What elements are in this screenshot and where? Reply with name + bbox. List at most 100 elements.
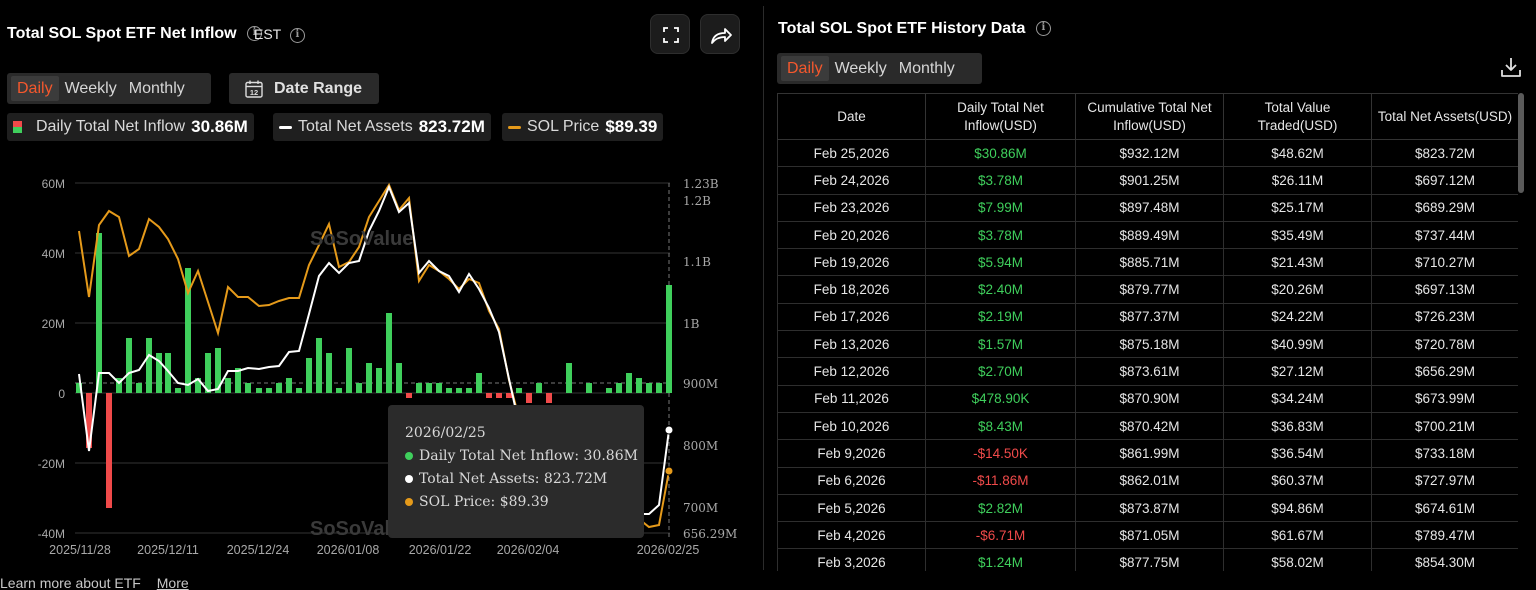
inflow-bar [446, 388, 452, 393]
inflow-bar [566, 363, 572, 393]
table-row[interactable]: Feb 5,2026 $2.82M $873.87M $94.86M $674.61M [777, 493, 1518, 523]
table-cell: Feb 5,2026 [777, 493, 926, 523]
table-row[interactable]: Feb 11,2026 $478.90K $870.90M $34.24M $673.9… [777, 384, 1518, 413]
table-cell: $673.99M [1371, 384, 1518, 413]
legend-daily-inflow[interactable]: Daily Total Net Inflow 30.86M [7, 113, 254, 141]
history-title: Total SOL Spot ETF History Data i [778, 20, 1051, 38]
table-row[interactable]: Feb 6,2026 -$11.86M $862.01M $60.37M $727.97… [777, 466, 1518, 495]
history-table-container[interactable]: Date Daily Total Net Inflow(USD) Cumulativ… [777, 93, 1518, 571]
inflow-bar [416, 383, 422, 393]
table-row[interactable]: Feb 18,2026 $2.40M $879.77M $20.26M $697.13M [777, 275, 1518, 304]
history-tab-daily[interactable]: Daily [781, 56, 829, 81]
table-scrollbar[interactable] [1518, 93, 1524, 193]
table-row[interactable]: Feb 12,2026 $2.70M $873.61M $27.12M $656.29M [777, 357, 1518, 386]
learn-more-text: Learn more about ETF [0, 575, 141, 590]
table-cell: $733.18M [1371, 439, 1518, 468]
table-cell: $1.24M [925, 548, 1076, 571]
svg-text:12: 12 [250, 88, 258, 97]
inflow-bar [476, 373, 482, 393]
table-row[interactable]: Feb 23,2026 $7.99M $897.48M $25.17M $689.29M [777, 193, 1518, 222]
table-cell: $58.02M [1223, 548, 1372, 571]
assets-marker [664, 425, 674, 435]
table-row[interactable]: Feb 19,2026 $5.94M $885.71M $21.43M $710.27M [777, 248, 1518, 277]
left-axis-tick: 40M [42, 247, 65, 261]
chart-title: Total SOL Spot ETF Net Inflow i [7, 25, 263, 43]
legend-sol-price[interactable]: SOL Price $89.39 [502, 113, 664, 141]
share-button[interactable] [700, 14, 740, 54]
inflow-bar [356, 383, 362, 393]
right-axis-tick: 656.29M [683, 527, 737, 541]
column-header: Daily Total Net Inflow(USD) [925, 93, 1076, 140]
share-icon [711, 28, 732, 44]
calendar-icon: 12 [245, 80, 263, 98]
table-cell: $2.19M [925, 302, 1076, 332]
left-axis-tick: 0 [58, 387, 65, 401]
table-cell: $2.70M [925, 357, 1076, 386]
net-inflow-chart[interactable]: 60M 40M 20M 0 -20M -40M 1.23B 1.2B 1.1B 1B 900M 800… [0, 150, 760, 570]
table-cell: $871.05M [1075, 521, 1224, 550]
left-axis-tick: -40M [38, 527, 65, 541]
timezone-info-icon[interactable]: i [289, 27, 305, 43]
tooltip-row-assets: Total Net Assets: 823.72M [405, 471, 644, 487]
table-row[interactable]: Feb 17,2026 $2.19M $877.37M $24.22M $726.23M [777, 302, 1518, 332]
table-row[interactable]: Feb 20,2026 $3.78M $889.49M $35.49M $737.44M [777, 220, 1518, 250]
table-row[interactable]: Feb 4,2026 -$6.71M $871.05M $61.67M $789.47M [777, 521, 1518, 550]
chart-tab-monthly[interactable]: Monthly [128, 80, 185, 97]
table-cell: $3.78M [925, 220, 1076, 250]
table-cell: $60.37M [1223, 466, 1372, 495]
table-cell: $21.43M [1223, 248, 1372, 277]
inflow-bar [116, 378, 122, 393]
inflow-bar [296, 388, 302, 393]
table-row[interactable]: Feb 24,2026 $3.78M $901.25M $26.11M $697.12M [777, 166, 1518, 195]
table-row[interactable]: Feb 13,2026 $1.57M $875.18M $40.99M $720.78M [777, 330, 1518, 359]
fullscreen-button[interactable] [650, 14, 690, 54]
chart-tab-daily[interactable]: Daily [11, 76, 59, 101]
inflow-bar [366, 363, 372, 393]
table-cell: $727.97M [1371, 466, 1518, 495]
timezone-label[interactable]: EST i [254, 26, 305, 43]
chart-tooltip: 2026/02/25 Daily Total Net Inflow: 30.86… [388, 405, 644, 538]
date-range-button[interactable]: 12 Date Range [229, 73, 379, 104]
chart-tab-weekly[interactable]: Weekly [64, 80, 117, 97]
table-cell: $870.42M [1075, 411, 1224, 441]
table-cell: $875.18M [1075, 330, 1224, 359]
history-tab-monthly[interactable]: Monthly [898, 60, 955, 77]
table-cell: $885.71M [1075, 248, 1224, 277]
right-axis-tick: 800M [683, 439, 718, 453]
tooltip-inflow-text: Daily Total Net Inflow: 30.86M [419, 448, 638, 464]
table-cell: $877.75M [1075, 548, 1224, 571]
inflow-bar [245, 383, 251, 393]
more-link[interactable]: More [156, 575, 189, 590]
legend-inflow-swatch [13, 121, 22, 133]
table-row[interactable]: Feb 3,2026 $1.24M $877.75M $58.02M $854.30M [777, 548, 1518, 571]
info-icon[interactable]: i [247, 26, 263, 42]
table-row[interactable]: Feb 10,2026 $8.43M $870.42M $36.83M $700.21M [777, 411, 1518, 441]
right-axis-tick: 1.1B [683, 255, 711, 269]
table-cell: $700.21M [1371, 411, 1518, 441]
table-row[interactable]: Feb 9,2026 -$14.50K $861.99M $36.54M $733.18… [777, 439, 1518, 468]
download-button[interactable] [1500, 56, 1522, 83]
history-tab-weekly[interactable]: Weekly [834, 60, 887, 77]
table-cell: $862.01M [1075, 466, 1224, 495]
watermark-logo: SoSoValue [310, 518, 413, 540]
tooltip-row-price: SOL Price: $89.39 [405, 494, 644, 510]
chart-title-text: Total SOL Spot ETF Net Inflow [7, 25, 237, 42]
table-cell: $2.40M [925, 275, 1076, 304]
table-cell: $40.99M [1223, 330, 1372, 359]
right-axis-tick: 1.23B [683, 177, 719, 191]
x-axis-tick: 2025/12/24 [227, 543, 290, 557]
inflow-bar [456, 388, 462, 393]
legend-assets-label: Total Net Assets [298, 118, 413, 135]
table-cell: $932.12M [1075, 138, 1224, 168]
table-cell: Feb 25,2026 [777, 138, 926, 168]
table-cell: $478.90K [925, 384, 1076, 413]
inflow-bar [276, 383, 282, 393]
table-cell: $870.90M [1075, 384, 1224, 413]
inflow-bar [96, 233, 102, 393]
legend-total-net-assets[interactable]: Total Net Assets 823.72M [273, 113, 491, 141]
table-row[interactable]: Feb 25,2026 $30.86M $932.12M $48.62M $823.72… [777, 138, 1518, 168]
table-cell: $877.37M [1075, 302, 1224, 332]
table-cell: $726.23M [1371, 302, 1518, 332]
history-info-icon[interactable]: i [1035, 21, 1051, 37]
inflow-bar [316, 338, 322, 393]
